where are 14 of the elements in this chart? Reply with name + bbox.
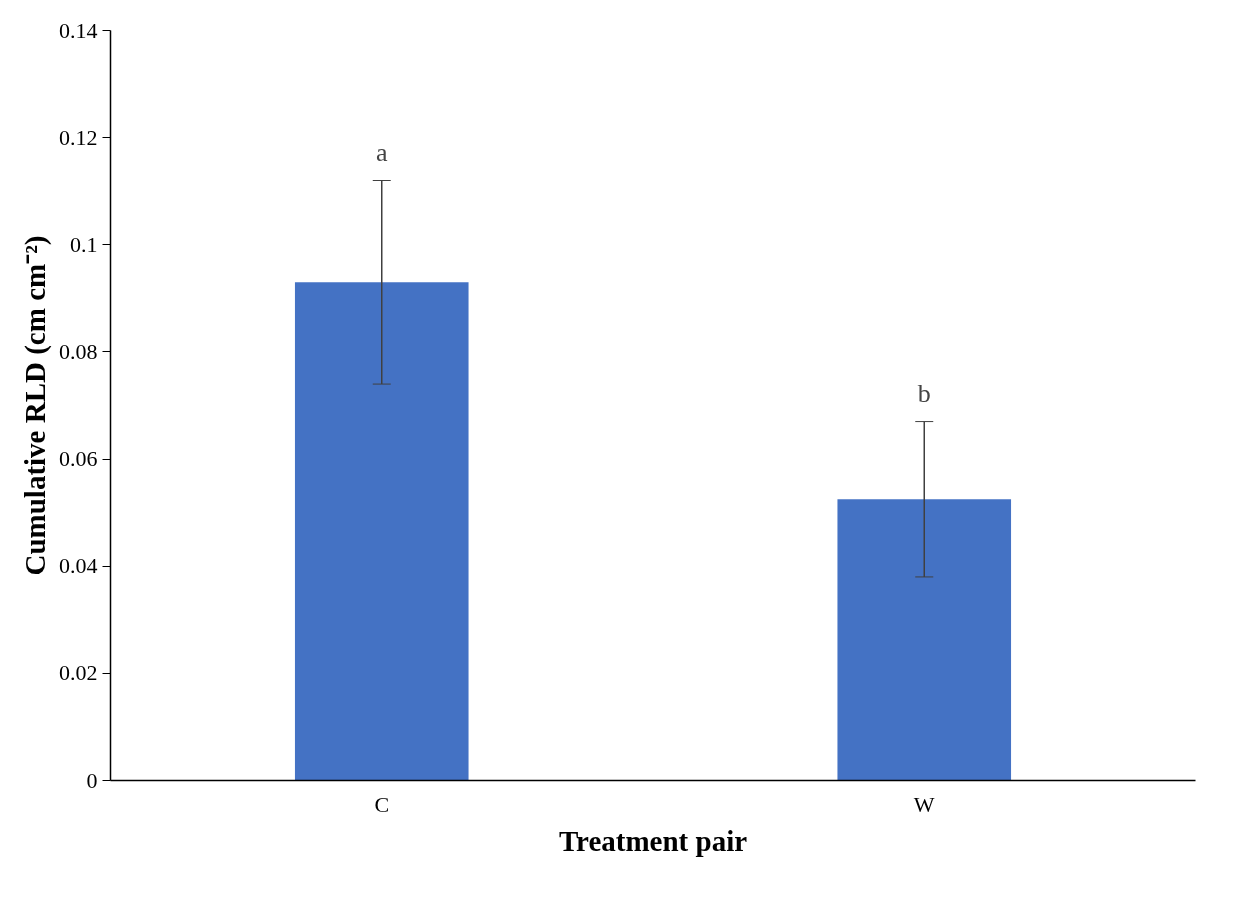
annotation: b: [917, 378, 931, 408]
x-tick-label: W: [913, 791, 935, 817]
y-tick-label: 0.1: [70, 231, 98, 257]
x-tick-label: C: [374, 791, 390, 817]
x-axis-title: Treatment pair: [558, 824, 748, 857]
y-tick-label: 0.04: [59, 553, 98, 579]
y-tick-label: 0.06: [59, 446, 98, 472]
annotation: a: [375, 137, 388, 167]
y-tick-label: 0.02: [59, 660, 98, 686]
y-tick-label: 0.14: [59, 17, 98, 43]
y-tick-label: 0.12: [59, 124, 98, 150]
y-axis-title: Cumulative RLD (cm cm⁻²): [19, 235, 52, 576]
y-tick-label: 0.08: [59, 338, 98, 364]
y-tick-label: 0: [86, 767, 98, 793]
